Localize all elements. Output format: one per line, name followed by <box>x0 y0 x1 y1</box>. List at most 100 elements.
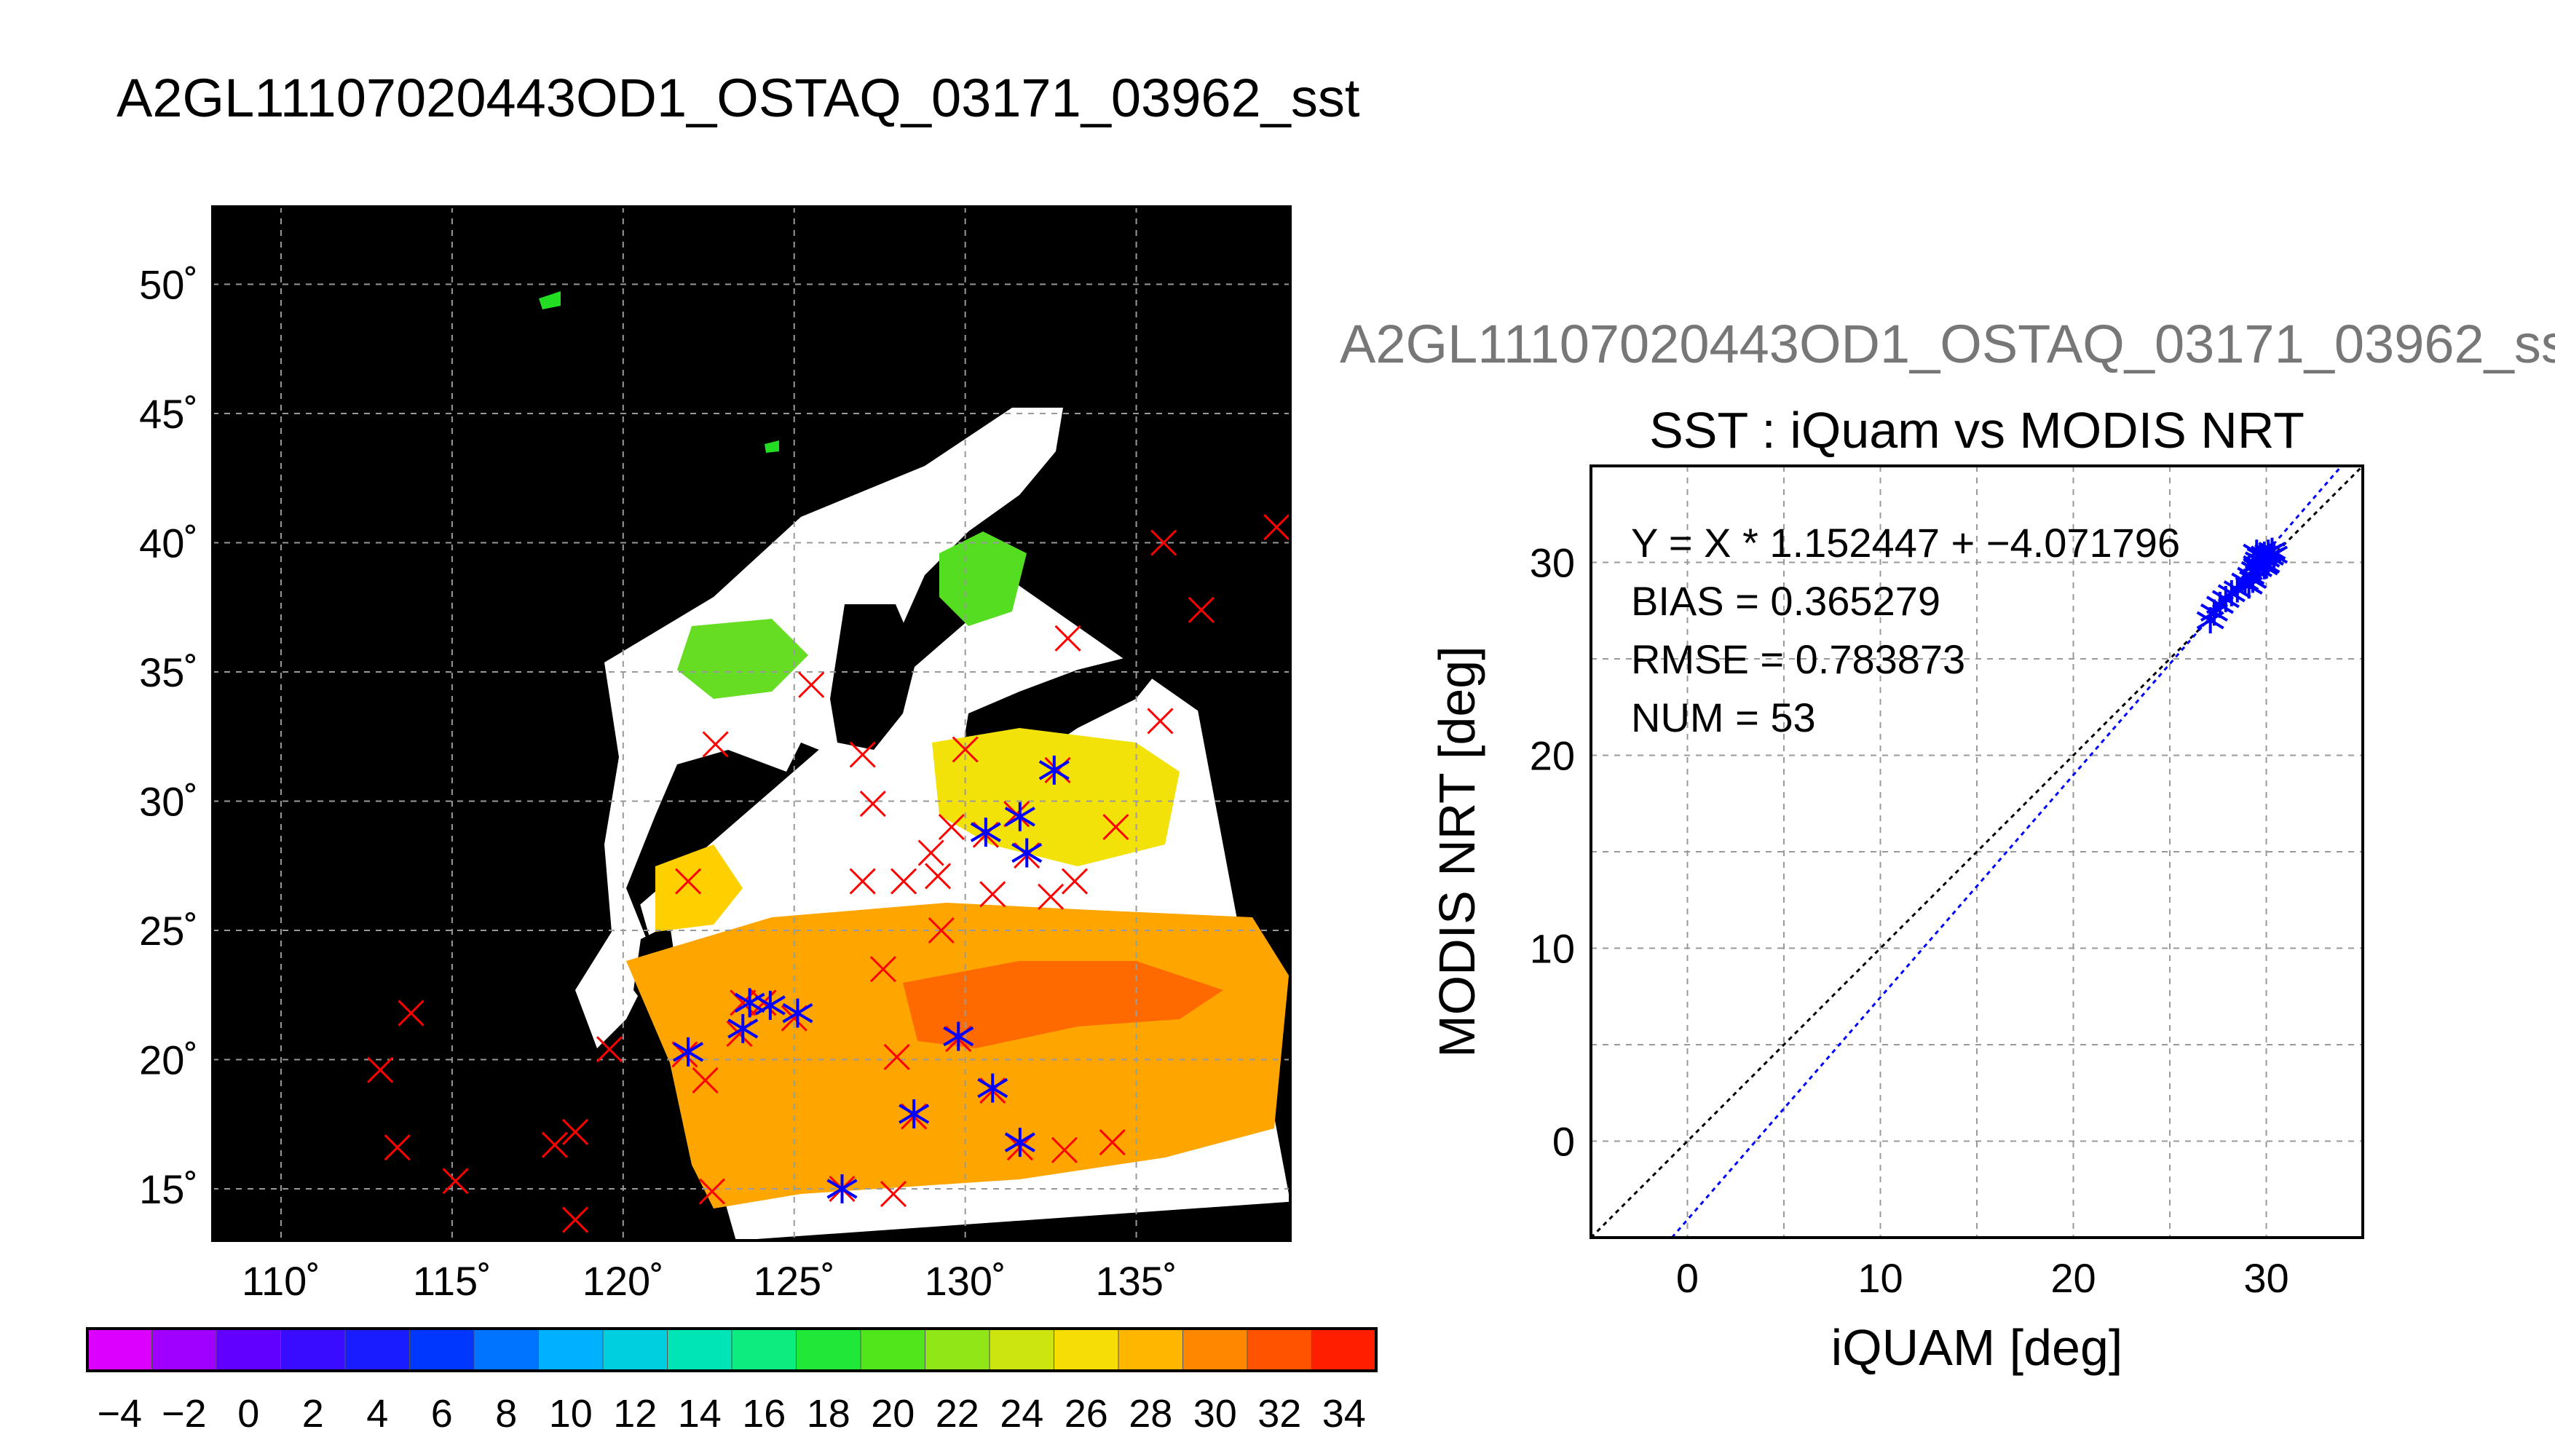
matchup-red-marker <box>596 1036 623 1063</box>
matchup-blue-marker <box>673 1037 704 1067</box>
colorbar-tick-label: −4 <box>97 1392 142 1436</box>
scatter-subtitle: A2GL11107020443OD1_OSTAQ_03171_03962_sst <box>1340 314 2555 374</box>
matchup-red-marker <box>928 917 955 944</box>
colorbar-tick-label: 34 <box>1322 1392 1366 1436</box>
scatter-stat-line: RMSE = 0.783873 <box>1631 636 1965 682</box>
scatter-x-tick-label: 10 <box>1857 1255 1903 1301</box>
colorbar-cell <box>216 1329 282 1371</box>
colorbar-cell <box>87 1329 153 1371</box>
matchup-red-marker <box>1263 514 1290 541</box>
matchup-red-marker <box>675 868 702 895</box>
matchup-red-marker <box>1054 625 1081 652</box>
colorbar-tick-label: 18 <box>807 1392 850 1436</box>
matchup-red-marker <box>1038 883 1065 910</box>
scatter-ticks: 0 10 20 30 0 10 20 30 <box>1530 540 2289 1302</box>
sst-green-north2 <box>765 440 779 453</box>
matchup-red-marker <box>692 1067 719 1093</box>
map-y-tick-label: 35˚ <box>139 649 198 695</box>
matchup-red-marker <box>891 868 917 895</box>
matchup-blue-marker <box>782 998 813 1028</box>
matchup-red-marker <box>541 1131 568 1158</box>
colorbar-cell <box>796 1329 861 1371</box>
matchup-red-marker <box>1150 529 1177 556</box>
scatter-title: SST : iQuam vs MODIS NRT <box>1649 402 2305 459</box>
matchup-red-marker <box>880 1181 907 1208</box>
matchup-red-marker <box>883 1043 910 1071</box>
colorbar-tick-label: 10 <box>549 1392 593 1436</box>
colorbar-cell <box>1247 1329 1313 1371</box>
matchup-red-marker <box>384 1134 411 1161</box>
colorbar-tick-label: 28 <box>1129 1392 1172 1436</box>
scatter-stat-line: BIAS = 0.365279 <box>1631 578 1940 624</box>
map-y-tick-label: 15˚ <box>139 1166 198 1212</box>
matchup-blue-marker <box>727 1013 759 1043</box>
map-x-tick-labels: 110˚ 115˚ 120˚ 125˚ 130˚ 135˚ <box>242 1258 1177 1304</box>
colorbar-tick-label: 12 <box>613 1392 657 1436</box>
sst-yellow-west <box>655 844 743 932</box>
map-x-tick-label: 125˚ <box>754 1258 835 1304</box>
colorbar-tick-label: −2 <box>162 1392 207 1436</box>
map-y-tick-label: 45˚ <box>139 391 198 437</box>
colorbar-tick-label: 16 <box>742 1392 786 1436</box>
colorbar-cells <box>87 1329 1377 1371</box>
colorbar-tick-label: 20 <box>871 1392 915 1436</box>
scatter-points <box>2196 537 2289 633</box>
sst-patches <box>539 291 1289 1208</box>
scatter-stat-line: NUM = 53 <box>1631 695 1816 740</box>
matchup-red-marker <box>849 868 876 895</box>
colorbar-cell <box>925 1329 990 1371</box>
map-y-tick-label: 20˚ <box>139 1037 198 1083</box>
colorbar-cell <box>1311 1329 1377 1371</box>
map-y-tick-label: 30˚ <box>139 779 198 825</box>
matchup-red-marker <box>859 790 886 818</box>
colorbar-cell <box>732 1329 797 1371</box>
colorbar-cell <box>1054 1329 1119 1371</box>
matchup-red-marker <box>1099 1129 1126 1156</box>
colorbar-cell <box>538 1329 604 1371</box>
colorbar-tick-label: 14 <box>678 1392 722 1436</box>
sst-green-eastsea <box>939 531 1027 626</box>
map-x-tick-label: 120˚ <box>583 1258 664 1304</box>
matchup-blue-marker <box>826 1174 858 1203</box>
matchup-red-marker <box>938 813 965 841</box>
colorbar-tick-label: 8 <box>495 1392 517 1436</box>
matchup-blue-marker <box>970 818 1001 847</box>
scatter-y-tick-label: 30 <box>1530 540 1575 586</box>
colorbar-tick-label: 30 <box>1193 1392 1237 1436</box>
colorbar-cell <box>280 1329 346 1371</box>
matchup-red-marker <box>698 1178 726 1205</box>
colorbar-cell <box>1182 1329 1248 1371</box>
colorbar-tick-label: 22 <box>936 1392 979 1436</box>
scatter-stat-line: Y = X * 1.152447 + −4.071796 <box>1631 520 2180 566</box>
sst-green-yellowsea <box>677 619 808 699</box>
scatter-y-tick-label: 20 <box>1530 733 1575 779</box>
scatter-x-tick-label: 0 <box>1676 1255 1699 1301</box>
map-y-tick-label: 40˚ <box>139 521 198 566</box>
matchup-red-marker <box>925 863 952 890</box>
matchup-blue-marker <box>899 1099 930 1129</box>
matchup-red-marker <box>561 1118 589 1145</box>
colorbar-cell <box>345 1329 411 1371</box>
scatter-y-label: MODIS NRT [deg] <box>1429 646 1485 1057</box>
map-y-tick-label: 50˚ <box>139 262 198 308</box>
sst-yellow-east <box>932 728 1180 866</box>
map-grid-horizontal <box>213 283 1290 1190</box>
colorbar-tick-label: 2 <box>302 1392 324 1436</box>
matchup-blue-marker <box>1004 802 1035 831</box>
matchup-red-marker <box>1051 1136 1078 1163</box>
matchup-blue-marker <box>943 1021 974 1051</box>
scatter-y-tick-label: 10 <box>1530 926 1575 972</box>
sst-green-north <box>539 291 561 309</box>
matchup-blue-marker <box>977 1073 1008 1103</box>
matchup-red-marker <box>561 1206 589 1233</box>
sst-hot-band <box>903 961 1223 1048</box>
colorbar-cell <box>409 1329 475 1371</box>
colorbar-tick-label: 26 <box>1065 1392 1108 1436</box>
scatter-point <box>2243 539 2271 566</box>
colorbar-tick-label: 4 <box>366 1392 388 1436</box>
matchup-red-marker <box>1188 596 1215 623</box>
matchups-blue <box>673 755 1070 1203</box>
sst-map: 110˚ 115˚ 120˚ 125˚ 130˚ 135˚ 15˚ 20˚ 25˚ 30˚ 35˚… <box>139 205 1292 1304</box>
matchup-blue-marker <box>1004 1128 1035 1158</box>
colorbar-tick-label: 24 <box>1000 1392 1043 1436</box>
